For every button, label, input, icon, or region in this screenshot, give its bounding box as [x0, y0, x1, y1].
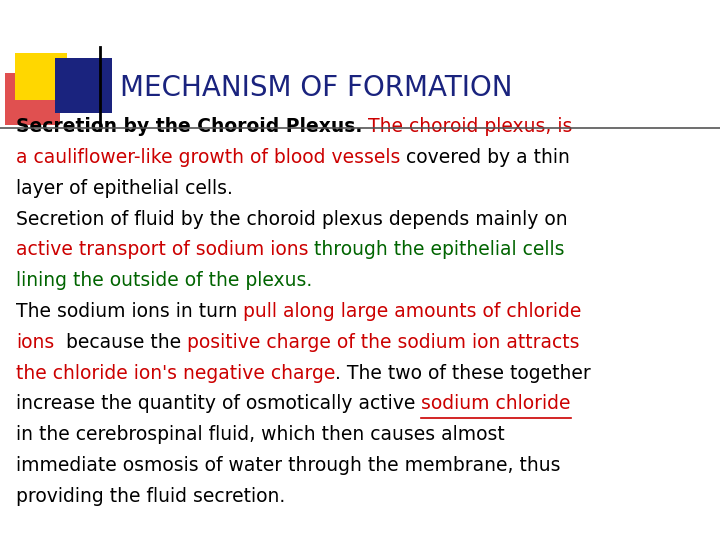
Text: immediate osmosis of water through the membrane, thus: immediate osmosis of water through the m… — [16, 456, 560, 475]
Text: through the epithelial cells: through the epithelial cells — [308, 240, 565, 259]
Text: MECHANISM OF FORMATION: MECHANISM OF FORMATION — [120, 74, 513, 102]
Text: increase the quantity of osmotically active: increase the quantity of osmotically act… — [16, 394, 421, 413]
Text: sodium chloride: sodium chloride — [421, 394, 571, 413]
Text: pull along large amounts of chloride: pull along large amounts of chloride — [243, 302, 582, 321]
Text: the chloride ion's negative charge: the chloride ion's negative charge — [16, 363, 336, 382]
Text: Secretion by the Choroid Plexus.: Secretion by the Choroid Plexus. — [16, 117, 362, 136]
Text: covered by a thin: covered by a thin — [400, 148, 570, 167]
Text: ions: ions — [16, 333, 54, 352]
Text: providing the fluid secretion.: providing the fluid secretion. — [16, 487, 285, 505]
Text: active transport of sodium ions: active transport of sodium ions — [16, 240, 308, 259]
Text: . The two of these together: . The two of these together — [336, 363, 591, 382]
Text: Secretion of fluid by the choroid plexus depends mainly on: Secretion of fluid by the choroid plexus… — [16, 210, 567, 228]
Text: layer of epithelial cells.: layer of epithelial cells. — [16, 179, 233, 198]
Text: lining the outside of the plexus.: lining the outside of the plexus. — [16, 271, 312, 290]
Text: a cauliflower-like growth of blood vessels: a cauliflower-like growth of blood vesse… — [16, 148, 400, 167]
Text: The choroid plexus, is: The choroid plexus, is — [362, 117, 572, 136]
Text: in the cerebrospinal fluid, which then causes almost: in the cerebrospinal fluid, which then c… — [16, 425, 505, 444]
Text: positive charge of the sodium ion attracts: positive charge of the sodium ion attrac… — [187, 333, 580, 352]
Text: because the: because the — [54, 333, 187, 352]
Text: The sodium ions in turn: The sodium ions in turn — [16, 302, 243, 321]
